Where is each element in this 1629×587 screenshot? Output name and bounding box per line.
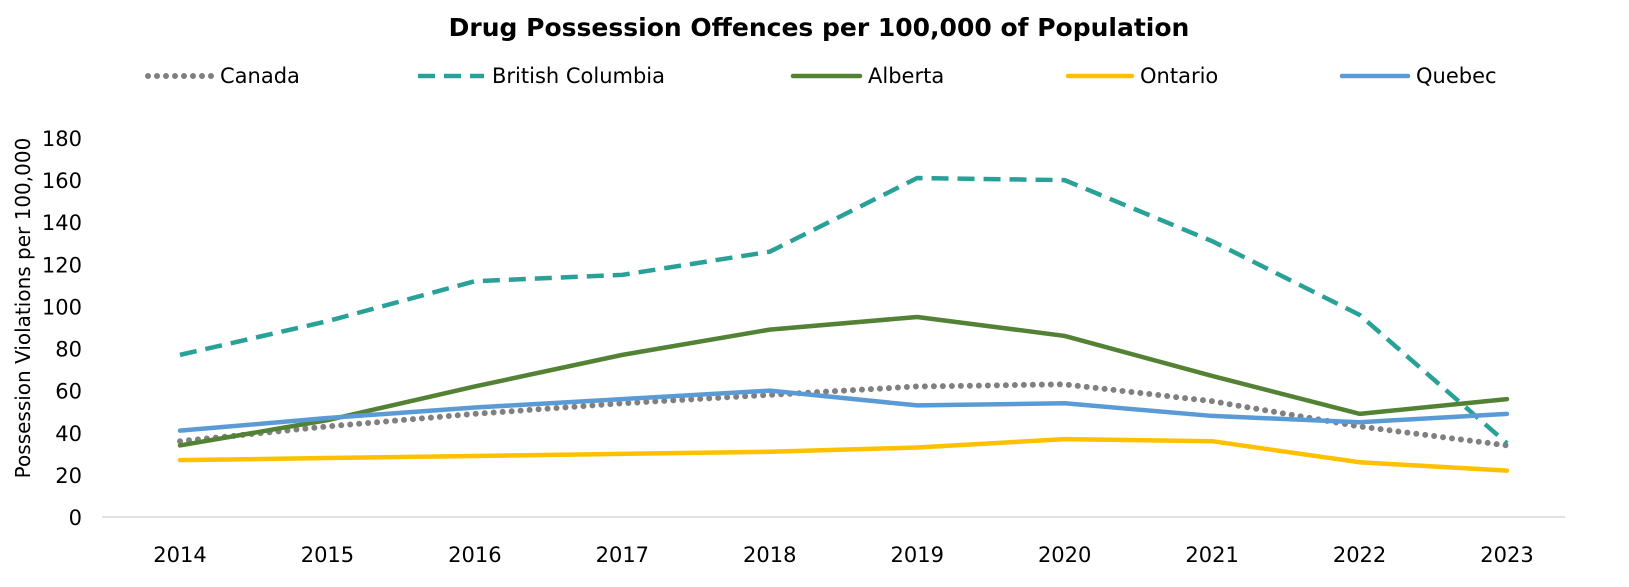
x-tick-label: 2022 [1333,543,1386,567]
y-tick-label: 80 [55,338,82,362]
legend-label: Quebec [1416,64,1497,88]
legend-label: British Columbia [492,64,665,88]
chart-title: Drug Possession Offences per 100,000 of … [449,13,1190,42]
series-line-quebec [177,388,1510,433]
series-line-canada [177,381,1510,449]
legend-item-canada: Canada [145,64,300,88]
legend-item-quebec: Quebec [1339,64,1497,88]
x-tick-label: 2019 [890,543,943,567]
x-tick-label: 2017 [596,543,649,567]
y-axis-label: Possession Violations per 100,000 [11,138,35,479]
y-tick-label: 100 [42,295,82,319]
series-line-ontario [177,436,1510,473]
series-line-british-columbia [179,175,1509,446]
legend-item-british-columbia: British Columbia [418,64,665,88]
x-tick-label: 2014 [153,543,206,567]
legend-label: Alberta [868,64,944,88]
y-tick-label: 0 [69,506,82,530]
y-tick-label: 60 [55,380,82,404]
legend-label: Ontario [1140,64,1218,88]
x-axis-ticks: 2014 2015 2016 2017 2018 2019 2020 2021 2022 2023 [153,543,1533,567]
legend-label: Canada [220,64,300,88]
y-axis-ticks: 0 20 40 60 80 100 120 140 160 180 [42,127,82,530]
x-tick-label: 2015 [301,543,354,567]
legend: Canada British Columbia Alberta Ontario Queb… [145,64,1497,88]
x-tick-label: 2016 [448,543,501,567]
y-tick-label: 120 [42,253,82,277]
y-tick-label: 140 [42,211,82,235]
y-tick-label: 160 [42,169,82,193]
legend-item-ontario: Ontario [1065,64,1218,88]
legend-item-alberta: Alberta [790,64,944,88]
series-lines [177,175,1510,473]
y-tick-label: 180 [42,127,82,151]
x-tick-label: 2021 [1185,543,1238,567]
series-line-alberta [177,314,1510,448]
y-tick-label: 20 [55,464,82,488]
x-tick-label: 2018 [743,543,796,567]
y-tick-label: 40 [55,422,82,446]
x-tick-label: 2020 [1038,543,1091,567]
x-tick-label: 2023 [1480,543,1533,567]
